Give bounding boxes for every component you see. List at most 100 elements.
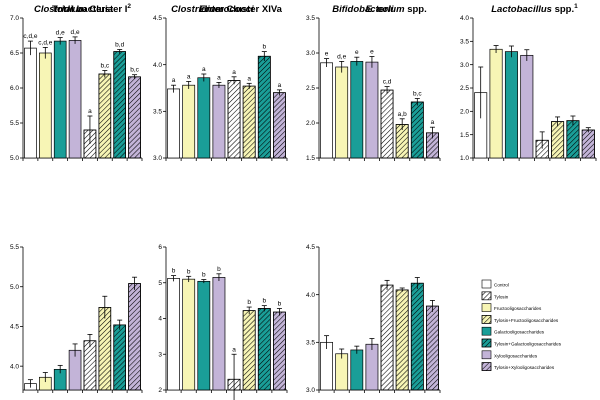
chart-panel-1: Total bacteria 5.0 5.5 6.0 6.5 7.0 c,d,ec,d,e d… — [10, 4, 143, 162]
y-tick-label: 3.0 — [460, 62, 469, 69]
significance-label: a — [232, 346, 236, 353]
bar — [365, 61, 379, 159]
bar — [197, 77, 211, 159]
y-tick-label: 4.5 — [306, 244, 315, 251]
legend-item: Xylooligosaccharides — [481, 350, 538, 360]
significance-label: a,b — [398, 111, 407, 118]
legend-swatch — [481, 303, 492, 312]
bar-hatch — [426, 305, 439, 391]
y-tick-label: 2.5 — [460, 85, 469, 92]
bar-hatch — [551, 121, 565, 159]
bar-hatch — [128, 283, 141, 391]
legend-label: Galactooligosaccharides — [494, 330, 545, 335]
y-tick-label: 3.5 — [460, 39, 469, 46]
chart-panel-7: E. coli 3.0 3.5 4.0 4.5 — [306, 4, 441, 394]
y-tick-label: 4.5 — [10, 324, 19, 331]
legend-label: Tylosin+Fructooligosaccharides — [494, 318, 559, 323]
legend-item: Tylosin+Xylooligosaccharides — [481, 362, 555, 371]
significance-label: a — [187, 73, 191, 80]
bar — [68, 40, 82, 159]
significance-label: b — [187, 268, 191, 275]
y-tick-label: 2.0 — [460, 109, 469, 116]
legend-swatch — [481, 279, 492, 289]
chart-panel-5: Clostridium Cluster I2 4.0 4.5 5.0 5.5 — [10, 3, 143, 393]
legend-label: Fructooligosaccharides — [494, 306, 542, 311]
y-tick-label: 3.0 — [306, 50, 315, 57]
chart-panel-6: Clostridium Cluster XIVa 2 3 4 5 6 b b b b a b b b — [158, 4, 288, 400]
y-tick-label: 4.0 — [460, 15, 469, 22]
y-tick-label: 5.5 — [10, 244, 19, 251]
significance-label: a — [217, 74, 221, 81]
significance-label: d,e — [71, 29, 80, 36]
significance-label: e — [355, 49, 359, 56]
legend-item: Tylosin+Fructooligosaccharides — [481, 315, 559, 324]
bar-hatch — [380, 284, 394, 391]
y-tick-label: 1.0 — [460, 155, 469, 162]
y-tick-label: 2.0 — [306, 120, 315, 127]
bar-hatch — [83, 340, 97, 391]
bar-hatch — [113, 51, 126, 159]
legend-label: Tylosin+Galactooligosaccharides — [494, 342, 562, 347]
bar — [320, 341, 333, 391]
bar — [365, 343, 379, 391]
chart-title: Clostridium Cluster I2 — [34, 3, 131, 15]
significance-label: a — [431, 119, 435, 126]
y-tick-label: 3 — [158, 351, 162, 358]
y-tick-label: 5.0 — [10, 284, 19, 291]
legend-swatch-hatch — [481, 315, 492, 324]
legend-label: Xylooligosaccharides — [494, 353, 538, 358]
bar — [197, 280, 211, 391]
chart-title: Total bacteria — [52, 4, 114, 15]
bar — [320, 62, 333, 159]
y-tick-label: 5.5 — [10, 120, 19, 127]
bar — [350, 61, 364, 159]
bar-hatch — [227, 80, 241, 159]
chart-title: E. coli — [366, 4, 394, 15]
significance-label: c,d,e — [23, 33, 37, 40]
bar-hatch — [566, 120, 580, 159]
bar-hatch — [257, 55, 271, 159]
significance-label: a — [247, 75, 251, 82]
bar-hatch — [273, 92, 286, 159]
y-tick-label: 3.5 — [306, 15, 315, 22]
bar — [39, 52, 52, 159]
significance-label: a — [202, 66, 206, 73]
significance-label: a — [172, 77, 176, 84]
bar — [167, 88, 180, 159]
legend-swatch — [481, 350, 492, 360]
y-tick-label: 6.5 — [10, 50, 19, 57]
significance-label: b,c — [413, 91, 422, 98]
y-tick-label: 4.5 — [153, 15, 162, 22]
bar — [24, 47, 37, 159]
significance-label: d,e — [337, 53, 346, 60]
y-tick-label: 5 — [158, 280, 162, 287]
bar — [350, 349, 364, 391]
significance-label: b — [278, 300, 282, 307]
bar — [212, 277, 226, 391]
significance-label: b,c — [100, 63, 109, 70]
bar-hatch — [581, 129, 595, 159]
bar-hatch — [98, 73, 112, 159]
significance-label: c,d — [383, 79, 392, 86]
significance-label: b — [247, 299, 251, 306]
y-tick-label: 3.0 — [306, 387, 315, 394]
significance-label: a — [232, 69, 236, 76]
bar-hatch — [242, 85, 256, 159]
significance-label: b — [172, 268, 176, 275]
significance-label: b,c — [130, 67, 139, 74]
bar — [504, 51, 518, 159]
bar-hatch — [273, 311, 286, 391]
significance-label: d,e — [56, 30, 65, 37]
legend-swatch-hatch — [481, 291, 492, 301]
legend-swatch-hatch — [481, 362, 492, 371]
y-tick-label: 3.5 — [153, 109, 162, 116]
legend-swatch-hatch — [481, 338, 492, 348]
bar-hatch — [113, 324, 126, 391]
chart-title: Lactobacillus spp.1 — [491, 3, 578, 15]
y-tick-label: 7.0 — [10, 15, 19, 22]
bar — [167, 278, 180, 391]
chart-title: Enterococci — [199, 4, 254, 15]
y-tick-label: 4.0 — [10, 363, 19, 370]
bar — [520, 54, 534, 159]
y-tick-label: 5.0 — [10, 155, 19, 162]
